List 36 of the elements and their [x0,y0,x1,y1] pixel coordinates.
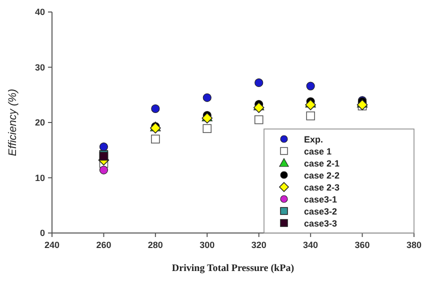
x-tick-label: 380 [406,240,422,250]
y-tick-label: 10 [34,172,45,183]
point [306,111,315,120]
x-tick-label: 340 [303,240,318,250]
point [202,93,212,102]
y-tick-label: 0 [40,228,45,238]
legend-label: Exp. [304,134,324,144]
y-tick-label: 20 [34,118,45,128]
point [151,104,160,113]
legend-label: case 2-1 [304,158,340,168]
point [254,115,264,124]
point [99,142,108,152]
point [202,124,212,133]
y-tick-label: 30 [34,62,45,72]
y-axis-title: Efficiency (%) [7,88,19,156]
x-tick-label: 360 [354,240,370,250]
legend-label: case3-2 [304,206,338,216]
point [356,99,368,110]
x-tick-label: 240 [44,240,60,250]
legend-label: case3-3 [304,218,338,228]
point [306,82,315,90]
x-tick-label: 300 [200,240,215,250]
point [253,102,264,113]
legend-label: case 2-2 [304,170,340,180]
x-tick-label: 320 [251,240,266,250]
point [305,99,316,110]
x-tick-label: 280 [148,240,163,250]
legend-label: case3-1 [304,194,338,204]
legend-label: case 1 [304,146,332,156]
point [254,78,264,88]
x-tick-label: 260 [96,240,112,250]
point [151,134,160,144]
y-tick-label: 40 [34,7,45,17]
legend-label: case 2-3 [304,182,340,192]
point [99,166,108,174]
x-axis-title: Driving Total Pressure (kPa) [172,263,294,274]
